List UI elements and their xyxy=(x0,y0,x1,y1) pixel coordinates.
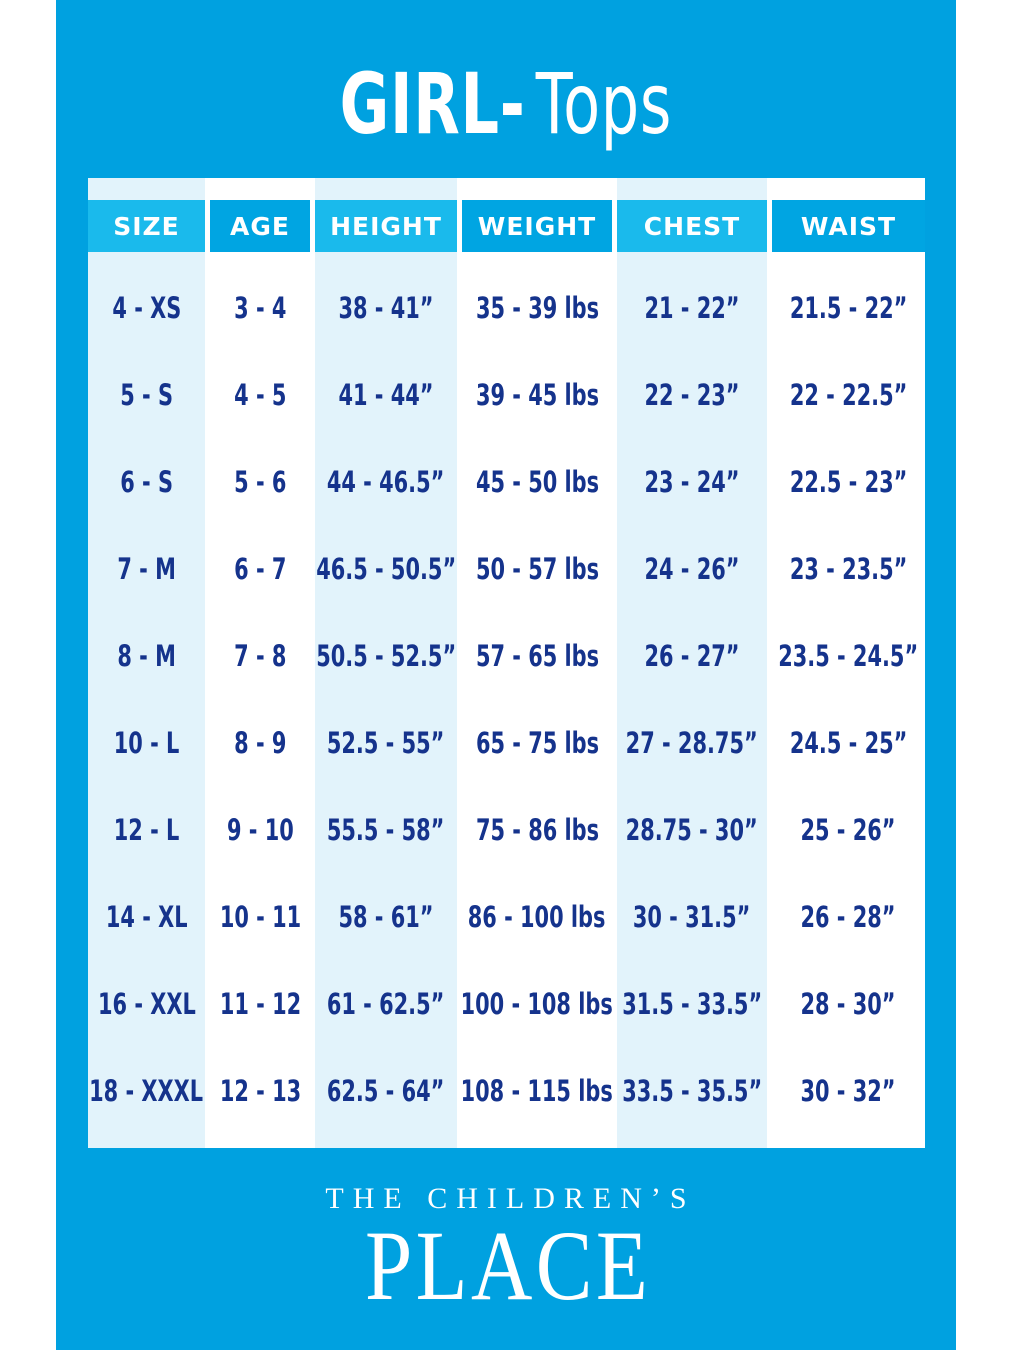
table-cell-r5-waist: 23.5 - 24.5” xyxy=(778,638,919,673)
table-cell-r9-size: 16 - XXL xyxy=(97,986,196,1021)
column-cells: 3 - 4 4 - 5 5 - 6 6 - 7 7 - 8 8 - 9 9 - 10 10 -… xyxy=(210,252,310,1148)
table-cell-r3-waist: 22.5 - 23” xyxy=(789,464,908,499)
table-cell-r5-height: 50.5 - 52.5” xyxy=(316,638,456,673)
table-cell-r1-age: 3 - 4 xyxy=(233,290,287,325)
table-cell-r4-weight: 50 - 57 lbs xyxy=(475,551,599,586)
column-chest: CHEST 21 - 22” 22 - 23” 23 - 24” 24 - 26” 26 … xyxy=(617,178,767,1148)
table-cell-r8-age: 10 - 11 xyxy=(219,899,301,934)
table-cell-r10-age: 12 - 13 xyxy=(219,1073,301,1108)
brand-wordmark-bottom: PLACE xyxy=(364,1210,651,1321)
table-cell-r9-height: 61 - 62.5” xyxy=(327,986,445,1021)
table-cell-r2-weight: 39 - 45 lbs xyxy=(475,377,599,412)
table-cell-r8-weight: 86 - 100 lbs xyxy=(468,899,606,934)
table-cell-r6-height: 52.5 - 55” xyxy=(327,725,445,760)
table-cell-r6-size: 10 - L xyxy=(113,725,180,760)
table-cell-r3-age: 5 - 6 xyxy=(233,464,287,499)
table-cell-r6-waist: 24.5 - 25” xyxy=(789,725,908,760)
table-cell-r10-height: 62.5 - 64” xyxy=(327,1073,445,1108)
table-cell-r3-weight: 45 - 50 lbs xyxy=(475,464,599,499)
table-cell-r7-waist: 25 - 26” xyxy=(800,812,897,847)
page-title-text: GIRL- Tops xyxy=(340,58,672,150)
table-cell-r2-age: 4 - 5 xyxy=(233,377,287,412)
table-cell-r9-waist: 28 - 30” xyxy=(800,986,897,1021)
table-cell-r5-size: 8 - M xyxy=(117,638,176,673)
table-cell-r1-waist: 21.5 - 22” xyxy=(789,290,908,325)
header-cell-weight: WEIGHT xyxy=(462,200,612,252)
table-cell-r4-waist: 23 - 23.5” xyxy=(789,551,908,586)
column-height: HEIGHT 38 - 41” 41 - 44” 44 - 46.5” 46.5 - 5… xyxy=(315,178,457,1148)
table-cell-r2-height: 41 - 44” xyxy=(338,377,434,412)
header-cell-chest: CHEST xyxy=(617,200,767,252)
table-cell-r1-chest: 21 - 22” xyxy=(644,290,740,325)
column-cells: 4 - XS 5 - S 6 - S 7 - M 8 - M 10 - L 12 - L 14… xyxy=(88,252,205,1148)
title-category: GIRL- xyxy=(339,55,526,153)
table-cell-r7-weight: 75 - 86 lbs xyxy=(475,812,599,847)
table-cell-r7-size: 12 - L xyxy=(113,812,180,847)
column-top-band xyxy=(315,178,457,200)
table-cell-r5-chest: 26 - 27” xyxy=(644,638,740,673)
table-cell-r2-chest: 22 - 23” xyxy=(644,377,740,412)
table-cell-r2-size: 5 - S xyxy=(120,377,173,412)
table-cell-r5-weight: 57 - 65 lbs xyxy=(475,638,599,673)
table-cell-r9-chest: 31.5 - 33.5” xyxy=(622,986,762,1021)
column-top-band xyxy=(617,178,767,200)
table-cell-r9-age: 11 - 12 xyxy=(219,986,301,1021)
size-table: SIZE 4 - XS 5 - S 6 - S 7 - M 8 - M 10 - L 12 -… xyxy=(88,178,925,1148)
title-garment: Tops xyxy=(535,55,673,153)
table-cell-r1-weight: 35 - 39 lbs xyxy=(475,290,599,325)
column-top-band xyxy=(462,178,612,200)
table-cell-r4-size: 7 - M xyxy=(117,551,176,586)
brand-logo: THE CHILDREN’S PLACE xyxy=(56,1182,956,1316)
table-cell-r1-size: 4 - XS xyxy=(112,290,181,325)
column-cells: 21.5 - 22” 22 - 22.5” 22.5 - 23” 23 - 23.5”… xyxy=(772,252,925,1148)
table-cell-r1-height: 38 - 41” xyxy=(338,290,434,325)
table-cell-r10-chest: 33.5 - 35.5” xyxy=(622,1073,762,1108)
header-cell-waist: WAIST xyxy=(772,200,925,252)
table-cell-r4-chest: 24 - 26” xyxy=(644,551,740,586)
column-cells: 38 - 41” 41 - 44” 44 - 46.5” 46.5 - 50.5” 50… xyxy=(315,252,457,1148)
column-cells: 21 - 22” 22 - 23” 23 - 24” 24 - 26” 26 - 27”… xyxy=(617,252,767,1148)
header-cell-height: HEIGHT xyxy=(315,200,457,252)
table-cell-r3-chest: 23 - 24” xyxy=(644,464,740,499)
table-cell-r7-height: 55.5 - 58” xyxy=(327,812,445,847)
table-cell-r8-waist: 26 - 28” xyxy=(800,899,897,934)
table-cell-r5-age: 7 - 8 xyxy=(233,638,287,673)
column-waist: WAIST 21.5 - 22” 22 - 22.5” 22.5 - 23” 23 - … xyxy=(772,178,925,1148)
table-cell-r4-height: 46.5 - 50.5” xyxy=(316,551,456,586)
column-top-band xyxy=(88,178,205,200)
column-size: SIZE 4 - XS 5 - S 6 - S 7 - M 8 - M 10 - L 12 -… xyxy=(88,178,205,1148)
column-age: AGE 3 - 4 4 - 5 5 - 6 6 - 7 7 - 8 8 - 9 9 - 10 1… xyxy=(210,178,310,1148)
header-cell-age: AGE xyxy=(210,200,310,252)
table-cell-r6-age: 8 - 9 xyxy=(233,725,287,760)
table-cell-r10-size: 18 - XXXL xyxy=(89,1073,204,1108)
table-cell-r6-weight: 65 - 75 lbs xyxy=(475,725,599,760)
page-title: GIRL- Tops xyxy=(56,58,956,150)
table-cell-r6-chest: 27 - 28.75” xyxy=(625,725,759,760)
table-cell-r8-chest: 30 - 31.5” xyxy=(633,899,751,934)
table-cell-r4-age: 6 - 7 xyxy=(233,551,287,586)
table-cell-r3-height: 44 - 46.5” xyxy=(327,464,445,499)
brand-wordmark-top: THE CHILDREN’S xyxy=(325,1182,696,1215)
table-cell-r9-weight: 100 - 108 lbs xyxy=(460,986,614,1021)
column-top-band xyxy=(772,178,925,200)
header-cell-size: SIZE xyxy=(88,200,205,252)
column-weight: WEIGHT 35 - 39 lbs 39 - 45 lbs 45 - 50 lbs 5… xyxy=(460,178,614,1148)
table-cell-r10-waist: 30 - 32” xyxy=(800,1073,897,1108)
table-cell-r8-size: 14 - XL xyxy=(105,899,188,934)
table-cell-r2-waist: 22 - 22.5” xyxy=(789,377,908,412)
size-chart-panel: GIRL- Tops SIZE 4 - XS 5 - S 6 - S 7 - M 8 - M… xyxy=(56,0,956,1350)
table-cell-r7-chest: 28.75 - 30” xyxy=(625,812,759,847)
table-cell-r7-age: 9 - 10 xyxy=(226,812,294,847)
table-cell-r8-height: 58 - 61” xyxy=(338,899,434,934)
table-cell-r3-size: 6 - S xyxy=(120,464,173,499)
column-cells: 35 - 39 lbs 39 - 45 lbs 45 - 50 lbs 50 - 57… xyxy=(460,252,614,1148)
column-top-band xyxy=(210,178,310,200)
table-cell-r10-weight: 108 - 115 lbs xyxy=(460,1073,614,1108)
